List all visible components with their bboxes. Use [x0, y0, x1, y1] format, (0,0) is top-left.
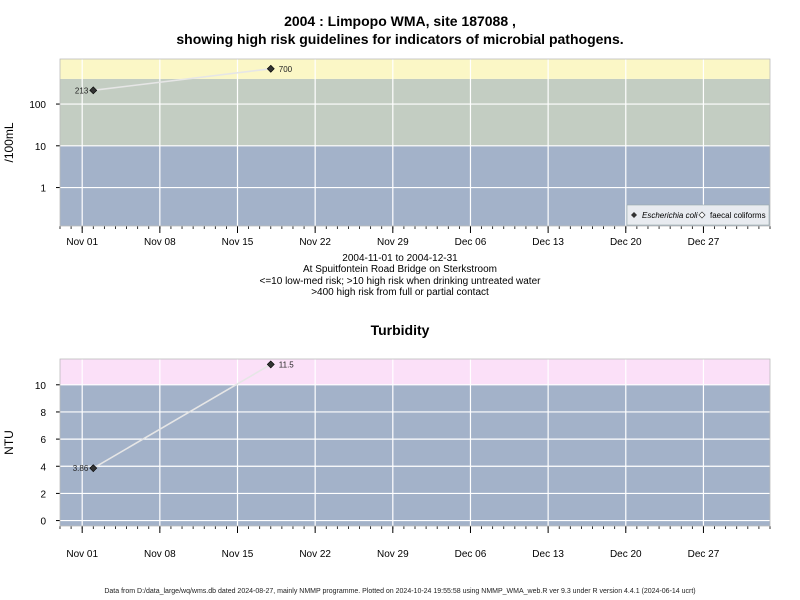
legend-label-ecoli: Escherichia coli	[642, 211, 698, 220]
y-tick-label: 0	[40, 517, 46, 528]
data-label: 11.5	[279, 360, 295, 369]
x-tick-label: Dec 20	[610, 237, 642, 248]
data-point	[266, 360, 275, 369]
data-label: 3.86	[73, 464, 89, 473]
y-tick-label: 2	[40, 489, 46, 500]
x-tick-label: Nov 15	[222, 237, 254, 248]
x-tick-label: Nov 08	[144, 237, 176, 248]
x-tick-label: Nov 01	[66, 549, 98, 560]
x-tick-label: Nov 22	[299, 237, 331, 248]
legend-label-faecal: faecal coliforms	[710, 211, 766, 220]
footer-note: Data from D:/data_large/wq/wms.db dated …	[104, 588, 696, 595]
x-tick-label: Dec 06	[455, 237, 487, 248]
legend-box	[626, 204, 770, 226]
y-axis-label: NTU	[2, 430, 16, 455]
y-tick-label: 100	[29, 100, 46, 111]
risk-band-1-1	[60, 359, 770, 385]
data-point	[89, 464, 98, 473]
legend-marker-ecoli	[631, 212, 637, 218]
x-tick-label: Nov 22	[299, 549, 331, 560]
y-tick-label: 10	[35, 142, 47, 153]
risk-band-1-0	[60, 384, 770, 526]
x-tick-label: Nov 15	[222, 549, 254, 560]
y-tick-label: 8	[40, 408, 46, 419]
risk-band-0-2	[60, 59, 770, 79]
x-tick-label: Dec 20	[610, 549, 642, 560]
data-label: 213	[75, 86, 89, 95]
x-tick-label: Nov 29	[377, 549, 409, 560]
chart-title-line1: 2004 : Limpopo WMA, site 187088 ,	[284, 13, 516, 29]
x-tick-label: Nov 08	[144, 549, 176, 560]
x-tick-label: Dec 06	[455, 549, 487, 560]
data-point	[266, 64, 275, 73]
turbidity-title: Turbidity	[370, 322, 430, 338]
x-tick-label: Nov 29	[377, 237, 409, 248]
caption-risk-drinking: <=10 low-med risk; >10 high risk when dr…	[259, 276, 541, 287]
x-tick-label: Dec 27	[688, 549, 720, 560]
chart-title-line2: showing high risk guidelines for indicat…	[176, 31, 624, 47]
x-tick-label: Dec 13	[532, 237, 564, 248]
x-tick-label: Dec 27	[688, 237, 720, 248]
y-tick-label: 1	[40, 184, 46, 195]
x-tick-label: Nov 01	[66, 237, 98, 248]
y-axis-label: /100mL	[2, 122, 16, 162]
x-tick-label: Dec 13	[532, 549, 564, 560]
plot-frame	[59, 358, 771, 527]
y-tick-label: 4	[40, 462, 46, 473]
legend-marker-faecal	[698, 211, 706, 219]
caption-date-range: 2004-11-01 to 2004-12-31	[342, 253, 458, 264]
series-line	[93, 67, 271, 92]
y-tick-label: 10	[35, 381, 47, 392]
caption-risk-contact: >400 high risk from full or partial cont…	[311, 287, 489, 298]
caption-site: At Spuitfontein Road Bridge on Sterkstro…	[303, 264, 497, 275]
data-point	[89, 86, 98, 95]
risk-band-0-1	[60, 78, 770, 146]
data-label: 700	[279, 65, 293, 74]
series-line	[92, 363, 272, 469]
plot-frame	[59, 58, 771, 227]
y-tick-label: 6	[40, 435, 46, 446]
